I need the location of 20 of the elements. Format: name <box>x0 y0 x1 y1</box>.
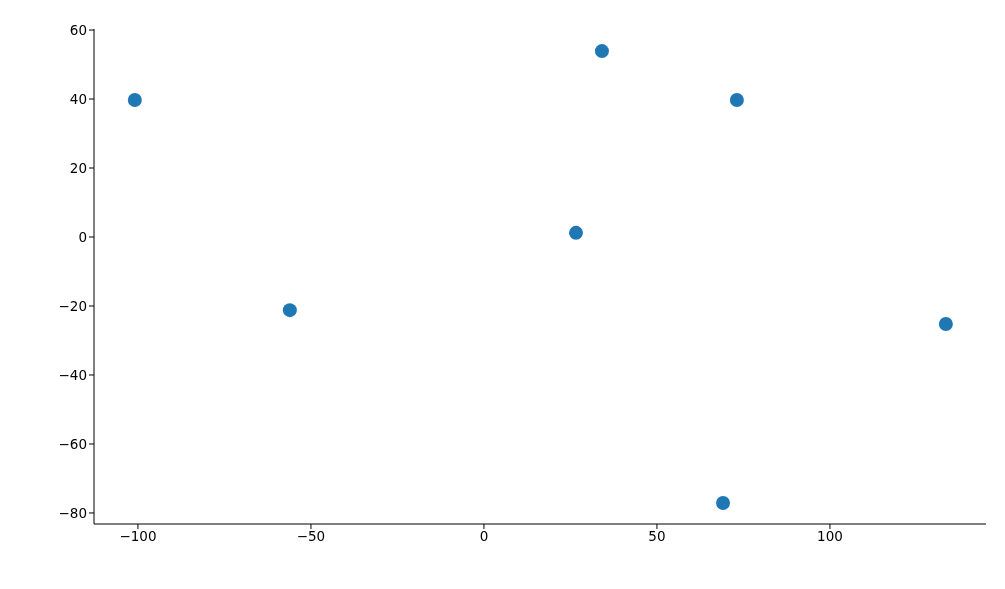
point <box>568 225 583 240</box>
point <box>282 303 297 318</box>
y-tick-label: −40 <box>58 366 87 383</box>
y-tick-label: 0 <box>78 228 87 245</box>
y-tick-label: −20 <box>58 297 87 314</box>
y-tick-label: −80 <box>58 504 87 521</box>
x-tick-label: −50 <box>296 527 326 544</box>
y-tick-label: −60 <box>58 435 87 452</box>
y-tick-label: 20 <box>69 159 87 176</box>
point <box>716 495 731 510</box>
point <box>594 44 609 59</box>
y-tick-label: 60 <box>69 21 87 38</box>
point <box>729 93 744 108</box>
x-tick-label: −100 <box>119 527 157 544</box>
point <box>938 316 953 331</box>
x-tick-label: 0 <box>479 527 489 544</box>
x-tick-label: 100 <box>817 527 843 544</box>
point <box>127 93 142 108</box>
y-tick-label: 40 <box>69 90 87 107</box>
x-tick-label: 50 <box>648 527 666 544</box>
